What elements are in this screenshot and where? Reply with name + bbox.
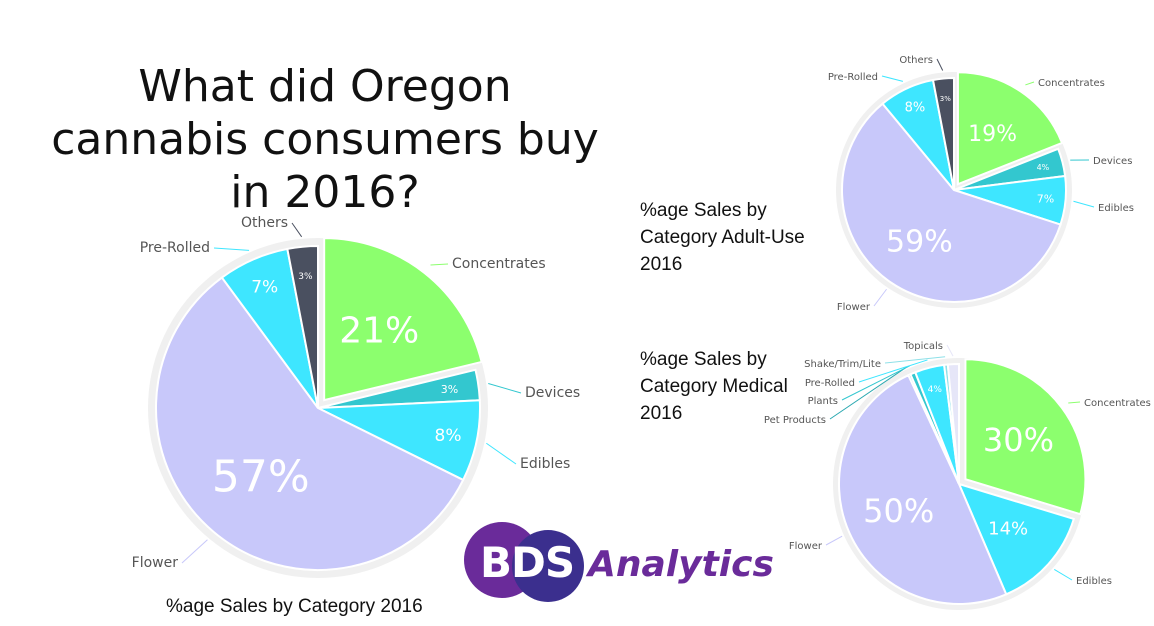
pie-slice-topicals <box>946 362 960 485</box>
pie-slice-edibles <box>957 482 1076 596</box>
category-label-shake-trim-lite: Shake/Trim/Lite <box>804 359 881 370</box>
category-label-devices: Devices <box>525 385 580 401</box>
category-label-concentrates: Concentrates <box>452 256 546 272</box>
pie-slice-flower <box>155 276 465 571</box>
slice-value-others: 3% <box>298 272 313 282</box>
leader-line-concentrates <box>1025 81 1035 86</box>
pie-slice-concentrates <box>323 237 483 402</box>
slice-value-flower: 59% <box>886 224 953 259</box>
category-label-edibles: Edibles <box>1098 203 1134 214</box>
category-label-devices: Devices <box>1093 156 1132 167</box>
leader-line-plants <box>841 365 910 401</box>
pie-slice-flower <box>838 373 1008 605</box>
logo-mark: BDS <box>480 538 575 587</box>
category-label-topicals: Topicals <box>903 341 943 352</box>
page-title: What did Oregon cannabis consumers buy i… <box>51 61 599 218</box>
slice-value-flower: 50% <box>863 492 934 530</box>
slice-value-devices: 3% <box>441 383 458 396</box>
category-label-flower: Flower <box>132 555 179 571</box>
pie-slice-others <box>931 76 955 191</box>
slice-value-devices: 4% <box>1037 163 1050 172</box>
pie-slice-concentrates <box>964 358 1087 516</box>
logo-circle-icon <box>512 530 584 602</box>
slice-value-pre-rolled: 8% <box>905 100 926 115</box>
category-label-others: Others <box>241 215 288 231</box>
leader-line-flower <box>181 539 208 564</box>
leader-line-flower <box>825 535 843 546</box>
slice-value-others: 3% <box>940 95 951 103</box>
category-label-flower: Flower <box>789 541 823 552</box>
category-label-edibles: Edibles <box>520 456 570 472</box>
slice-value-pre-rolled: 7% <box>251 277 278 297</box>
category-label-pet-products: Pet Products <box>764 415 826 426</box>
leader-line-pet-products <box>829 367 907 420</box>
slice-value-concentrates: 21% <box>339 311 419 352</box>
slice-value-pre-rolled: 4% <box>928 385 943 395</box>
slice-value-concentrates: 30% <box>983 421 1054 459</box>
slice-value-flower: 57% <box>212 452 310 503</box>
slice-value-edibles: 8% <box>435 426 462 446</box>
leader-line-devices <box>488 383 522 394</box>
chart-caption-adult-use: %age Sales by Category Adult-Use 2016 <box>640 200 805 275</box>
bds-analytics-logo: BDS Analytics <box>462 520 782 610</box>
category-label-flower: Flower <box>837 302 871 313</box>
leader-line-concentrates <box>1068 401 1081 404</box>
category-label-pre-rolled: Pre-Rolled <box>828 72 878 83</box>
leader-line-edibles <box>1054 569 1073 581</box>
leader-line-pre-rolled <box>881 75 904 82</box>
leader-line-edibles <box>486 442 517 465</box>
category-label-concentrates: Concentrates <box>1038 78 1105 89</box>
category-label-others: Others <box>899 55 933 66</box>
slice-value-concentrates: 19% <box>968 122 1017 147</box>
logo-wordmark: Analytics <box>588 544 774 585</box>
pie-slice-concentrates <box>956 71 1064 186</box>
leader-line-edibles <box>1073 200 1095 208</box>
leader-line-shake-trim-lite <box>884 356 946 364</box>
category-label-pre-rolled: Pre-Rolled <box>140 240 210 256</box>
leader-line-others <box>936 58 944 71</box>
chart-caption-overall: %age Sales by Category 2016 <box>166 596 423 617</box>
category-label-edibles: Edibles <box>1076 576 1112 587</box>
category-label-plants: Plants <box>808 396 838 407</box>
slice-value-edibles: 14% <box>988 518 1028 539</box>
category-label-concentrates: Concentrates <box>1084 398 1151 409</box>
category-label-pre-rolled: Pre-Rolled <box>805 378 855 389</box>
leader-line-flower <box>873 288 887 307</box>
leader-line-others <box>291 222 303 238</box>
pie-slice-others <box>286 244 319 409</box>
leader-line-concentrates <box>430 263 449 266</box>
chart-caption-medical: %age Sales by Category Medical 2016 <box>640 349 788 424</box>
slice-value-edibles: 7% <box>1037 192 1054 205</box>
leader-line-pre-rolled <box>858 359 928 383</box>
pie-slice-flower <box>841 102 1062 303</box>
leader-line-pre-rolled <box>213 247 250 251</box>
leader-line-topicals <box>946 344 954 357</box>
